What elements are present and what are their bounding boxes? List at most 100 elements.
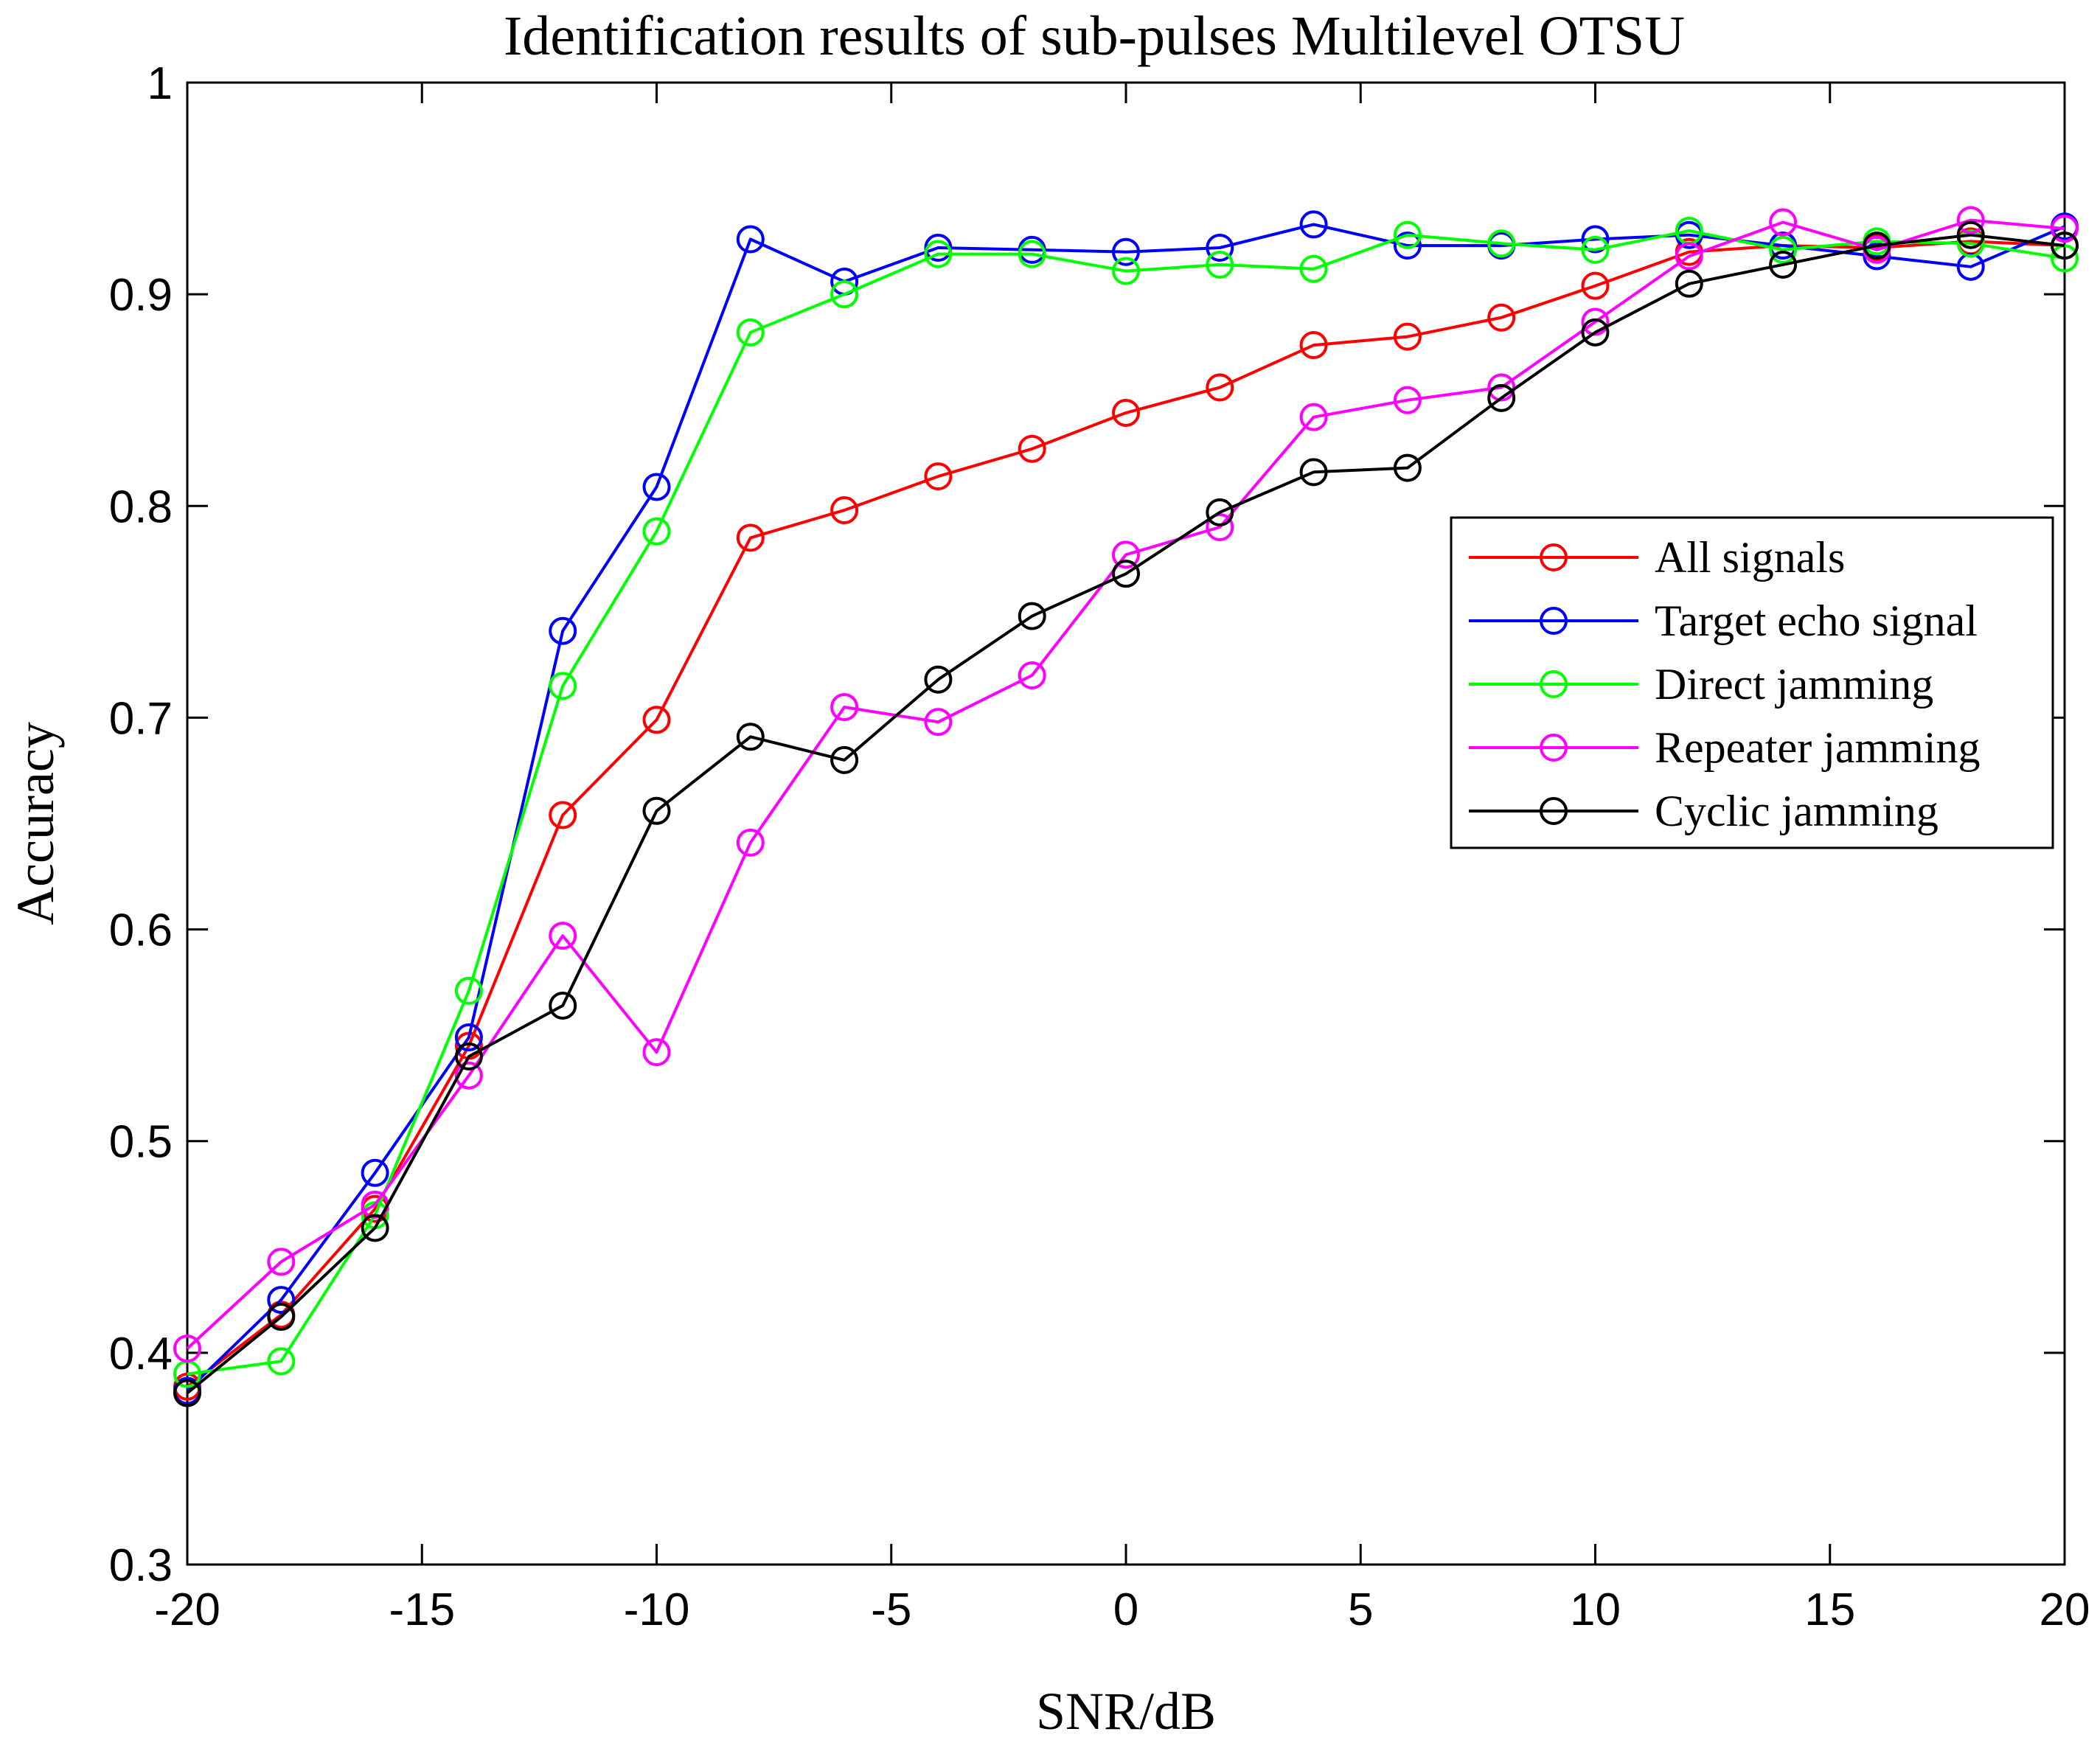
legend-marker-cyclic-jamming [1540,797,1568,825]
y-tick-label: 0.4 [109,1329,173,1379]
data-point-direct-jamming [454,976,483,1005]
data-point-cyclic-jamming [830,745,859,774]
data-point-direct-jamming [1206,250,1234,279]
data-point-target-echo-signal [1863,242,1891,271]
series-line-cyclic-jamming [186,233,2065,1394]
legend-label-direct-jamming: Direct jamming [1655,660,1933,709]
data-point-target-echo-signal [1112,237,1140,266]
data-point-repeater-jamming [1393,386,1422,414]
data-point-repeater-jamming [173,1334,201,1363]
legend-marker-target-echo-signal [1540,607,1568,635]
data-point-repeater-jamming [1675,242,1703,271]
data-point-cyclic-jamming [1393,453,1422,482]
data-point-direct-jamming [924,240,953,268]
data-point-direct-jamming [267,1347,296,1376]
series-cyclic-jamming [173,220,2079,1407]
data-point-cyclic-jamming [1863,232,1891,260]
data-point-cyclic-jamming [642,796,671,825]
data-point-direct-jamming [1112,257,1140,285]
x-tick-label: -15 [389,1584,455,1635]
data-point-direct-jamming [1487,229,1516,258]
legend-label-cyclic-jamming: Cyclic jamming [1655,787,1939,835]
data-point-target-echo-signal [1956,252,1985,281]
legend-label-target-echo-signal: Target echo signal [1655,596,1978,645]
data-point-repeater-jamming [549,922,577,950]
data-point-target-echo-signal [267,1286,296,1315]
data-point-all-signals [1299,331,1328,360]
data-point-cyclic-jamming [1581,318,1610,347]
legend-marker-all-signals [1540,543,1568,571]
data-point-all-signals [1581,271,1610,300]
data-point-cyclic-jamming [2051,232,2079,260]
data-point-all-signals [830,496,859,525]
y-tick-label: 0.8 [109,481,173,532]
data-point-direct-jamming [1393,220,1422,249]
legend-marker-direct-jamming [1540,670,1568,698]
data-point-repeater-jamming [1206,513,1234,541]
y-tick-label: 1 [147,58,173,109]
series-target-echo-signal [173,210,2079,1405]
legend-label-repeater-jamming: Repeater jamming [1655,723,1981,772]
data-point-direct-jamming [1018,240,1046,268]
series-layer [173,206,2079,1407]
data-point-repeater-jamming [1299,403,1328,431]
data-point-all-signals [736,523,765,552]
data-point-direct-jamming [2051,244,2079,273]
data-point-repeater-jamming [736,828,765,857]
data-point-cyclic-jamming [361,1214,389,1242]
y-tick-label: 0.7 [109,693,173,744]
series-line-repeater-jamming [186,218,2065,1350]
x-tick-label: -20 [154,1584,220,1635]
x-tick-label: -10 [624,1584,690,1635]
data-point-all-signals [1018,434,1046,463]
x-tick-label: 15 [1804,1584,1855,1635]
legend-label-all-signals: All signals [1655,533,1845,582]
data-point-target-echo-signal [361,1158,389,1187]
data-point-repeater-jamming [1112,540,1140,569]
chart-title: Identification results of sub-pulses Mul… [504,5,1685,67]
data-point-cyclic-jamming [736,723,765,751]
data-point-direct-jamming [1956,229,1985,258]
data-point-all-signals [1393,322,1422,351]
data-point-repeater-jamming [924,708,953,737]
x-tick-label: -5 [871,1584,911,1635]
x-axis-label: SNR/dB [1036,1682,1216,1740]
data-point-repeater-jamming [1956,206,1985,234]
data-point-target-echo-signal [736,225,765,254]
data-point-repeater-jamming [830,693,859,722]
data-point-cyclic-jamming [173,1379,201,1407]
data-point-target-echo-signal [1206,233,1234,262]
data-point-all-signals [549,801,577,829]
data-point-all-signals [1487,303,1516,332]
y-tick-label: 0.9 [109,270,173,321]
data-point-repeater-jamming [1769,208,1798,237]
data-point-target-echo-signal [1581,225,1610,254]
data-point-repeater-jamming [454,1061,483,1090]
data-point-direct-jamming [549,672,577,700]
y-axis-label: Accuracy [6,722,65,925]
legend: All signals Target echo signal Direct jamm… [1450,516,2054,849]
y-tick-label: 0.6 [109,905,173,956]
data-point-cyclic-jamming [924,665,953,694]
data-point-cyclic-jamming [549,991,577,1020]
data-point-cyclic-jamming [454,1042,483,1071]
data-point-all-signals [1112,398,1140,427]
data-point-direct-jamming [1769,235,1798,264]
data-point-cyclic-jamming [1299,458,1328,487]
x-tick-label: 10 [1570,1584,1621,1635]
data-point-target-echo-signal [642,473,671,501]
data-point-repeater-jamming [1581,307,1610,336]
axis-ticks: -20 -15 -10 -5 0 5 10 15 20 0.3 0.4 0.5 0.6 0.7 0.8 0.9… [109,58,2090,1635]
data-point-direct-jamming [1299,254,1328,283]
data-point-cyclic-jamming [1112,560,1140,588]
x-tick-label: 0 [1113,1584,1138,1635]
data-point-target-echo-signal [454,1023,483,1052]
series-line-direct-jamming [187,229,2065,1376]
data-point-cyclic-jamming [1769,250,1798,279]
y-tick-label: 0.3 [109,1540,173,1591]
legend-marker-repeater-jamming [1540,734,1568,762]
data-point-all-signals [642,706,671,734]
data-point-all-signals [924,462,953,491]
data-point-all-signals [1206,373,1234,402]
